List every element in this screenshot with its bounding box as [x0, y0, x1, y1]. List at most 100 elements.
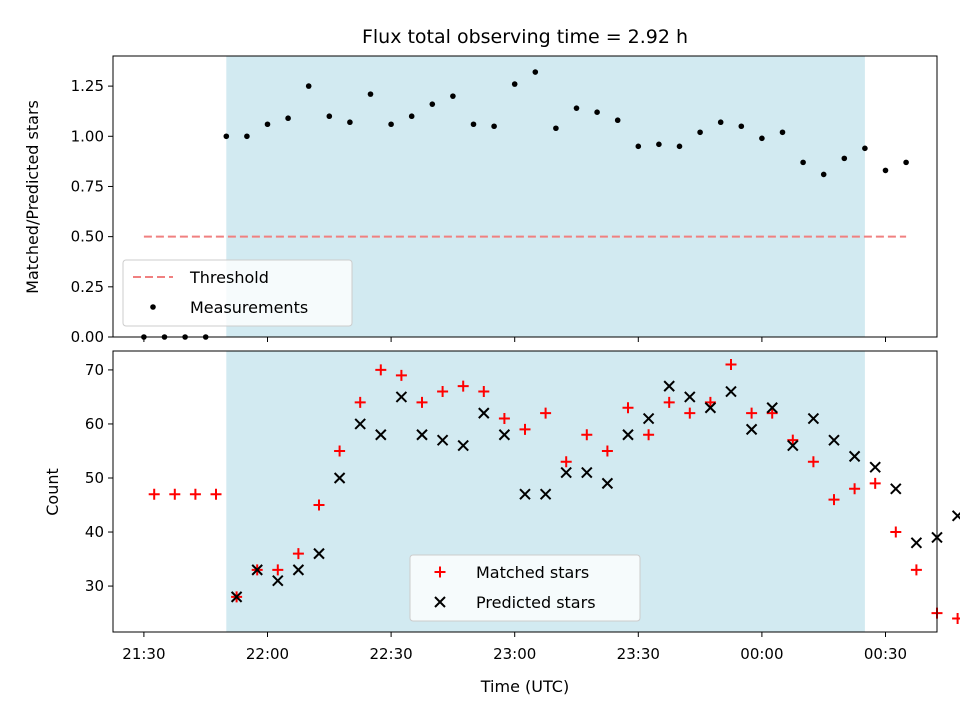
- matched-star-point: [725, 359, 737, 371]
- measurement-point: [326, 113, 333, 120]
- matched-star-point: [828, 494, 840, 506]
- measurement-point: [429, 101, 436, 107]
- legend-predicted-label: Predicted stars: [476, 593, 596, 612]
- predicted-star-point: [766, 402, 778, 414]
- matched-star-point: [684, 407, 696, 419]
- predicted-star-point: [539, 488, 552, 500]
- matched-star-point: [540, 407, 552, 419]
- matched-star-point: [890, 526, 902, 538]
- measurement-point: [305, 83, 312, 89]
- top-panel: Flux total observing time = 2.92 h Match…: [23, 26, 938, 346]
- measurement-point: [738, 123, 745, 130]
- predicted-star-point: [581, 466, 593, 479]
- matched-star-point: [169, 488, 181, 500]
- top-legend-box: [122, 259, 353, 327]
- predicted-star-point: [890, 483, 902, 495]
- measurement-point: [903, 159, 909, 166]
- predicted-star-point: [848, 450, 861, 463]
- predicted-star-point: [230, 591, 243, 603]
- bottom-y-tick-label: 60: [85, 415, 104, 433]
- x-tick-label: 00:30: [864, 645, 907, 663]
- matched-star-point: [437, 386, 449, 398]
- predicted-star-point: [807, 412, 820, 425]
- top-y-tick-label: 0.50: [71, 228, 104, 246]
- measurement-point: [532, 69, 539, 75]
- legend-measurements-swatch: [150, 304, 156, 310]
- measurement-point: [614, 117, 621, 124]
- x-tick-label: 22:00: [246, 645, 289, 663]
- x-tick-label: 21:30: [122, 645, 165, 663]
- x-tick-label: 23:00: [493, 645, 536, 663]
- measurement-point: [717, 119, 724, 126]
- predicted-star-point: [725, 385, 737, 398]
- matched-star-point: [519, 423, 531, 435]
- matched-star-point: [334, 445, 346, 457]
- legend-predicted-swatch: [434, 596, 446, 608]
- bottom-y-tick-label: 30: [85, 577, 104, 595]
- predicted-star-point: [395, 391, 408, 403]
- predicted-star-point: [375, 429, 387, 441]
- predicted-star-point: [251, 564, 263, 576]
- legend-measurements-label: Measurements: [190, 298, 308, 317]
- matched-star-point: [395, 369, 407, 381]
- measurement-point: [779, 129, 786, 136]
- top-y-tick-label: 0.25: [71, 278, 104, 296]
- measurement-point: [656, 141, 662, 148]
- matched-star-point: [704, 396, 716, 408]
- predicted-star-point: [745, 423, 758, 436]
- matched-star-point: [766, 407, 778, 419]
- matched-star-point: [807, 456, 819, 468]
- x-tick-label: 23:30: [617, 645, 660, 663]
- matched-star-point: [952, 612, 960, 624]
- bottom-y-tick-label: 40: [85, 523, 104, 541]
- measurement-point: [511, 81, 518, 87]
- predicted-star-point: [436, 434, 449, 446]
- predicted-star-point: [313, 547, 325, 560]
- matched-star-point: [787, 434, 799, 446]
- measurement-point: [367, 91, 374, 97]
- predicted-star-point: [642, 412, 655, 425]
- predicted-star-point: [869, 461, 881, 473]
- bottom-panel: Count Time (UTC) 30 40 50 60 70 21:30 22:00 22:…: [43, 350, 960, 696]
- bottom-legend: Matched stars Predicted stars: [409, 554, 641, 622]
- matched-star-point: [478, 386, 490, 398]
- measurement-point: [470, 121, 477, 128]
- measurement-point: [676, 143, 683, 150]
- measurement-point: [285, 115, 291, 122]
- measurement-point: [388, 121, 394, 128]
- matched-star-point: [910, 564, 922, 576]
- top-axes-frame: [112, 55, 938, 338]
- predicted-star-point: [951, 510, 960, 522]
- predicted-star-point: [416, 429, 428, 441]
- measurement-point: [594, 109, 600, 115]
- top-y-axis-label: Matched/Predicted stars: [23, 100, 42, 294]
- matched-star-point: [148, 488, 160, 500]
- top-y-tick-label: 0.00: [71, 328, 104, 346]
- predicted-star-point: [601, 477, 614, 490]
- measurement-point: [264, 121, 271, 128]
- measurement-point: [450, 93, 456, 99]
- predicted-star-point: [498, 429, 511, 441]
- predicted-star-point: [457, 439, 469, 452]
- matched-star-point: [292, 548, 304, 560]
- bottom-y-tick-label: 70: [85, 361, 104, 379]
- matched-star-point: [457, 380, 469, 392]
- measurement-point: [882, 167, 889, 174]
- matched-star-point: [663, 396, 675, 408]
- matched-star-point: [601, 445, 613, 457]
- measurement-point: [491, 123, 497, 130]
- predicted-star-point: [828, 434, 840, 446]
- predicted-star-point: [910, 537, 923, 549]
- matched-star-point: [354, 396, 366, 408]
- predicted-star-point: [787, 439, 799, 452]
- matched-star-point: [210, 488, 222, 500]
- matched-star-point: [643, 429, 655, 441]
- top-legend: Threshold Measurements: [122, 259, 353, 327]
- x-tick-label: 00:00: [740, 645, 783, 663]
- x-tick-label: 22:30: [369, 645, 412, 663]
- matched-star-point: [416, 396, 428, 408]
- measurement-point: [800, 159, 806, 166]
- measurement-point: [759, 135, 765, 142]
- measurement-point: [408, 113, 415, 120]
